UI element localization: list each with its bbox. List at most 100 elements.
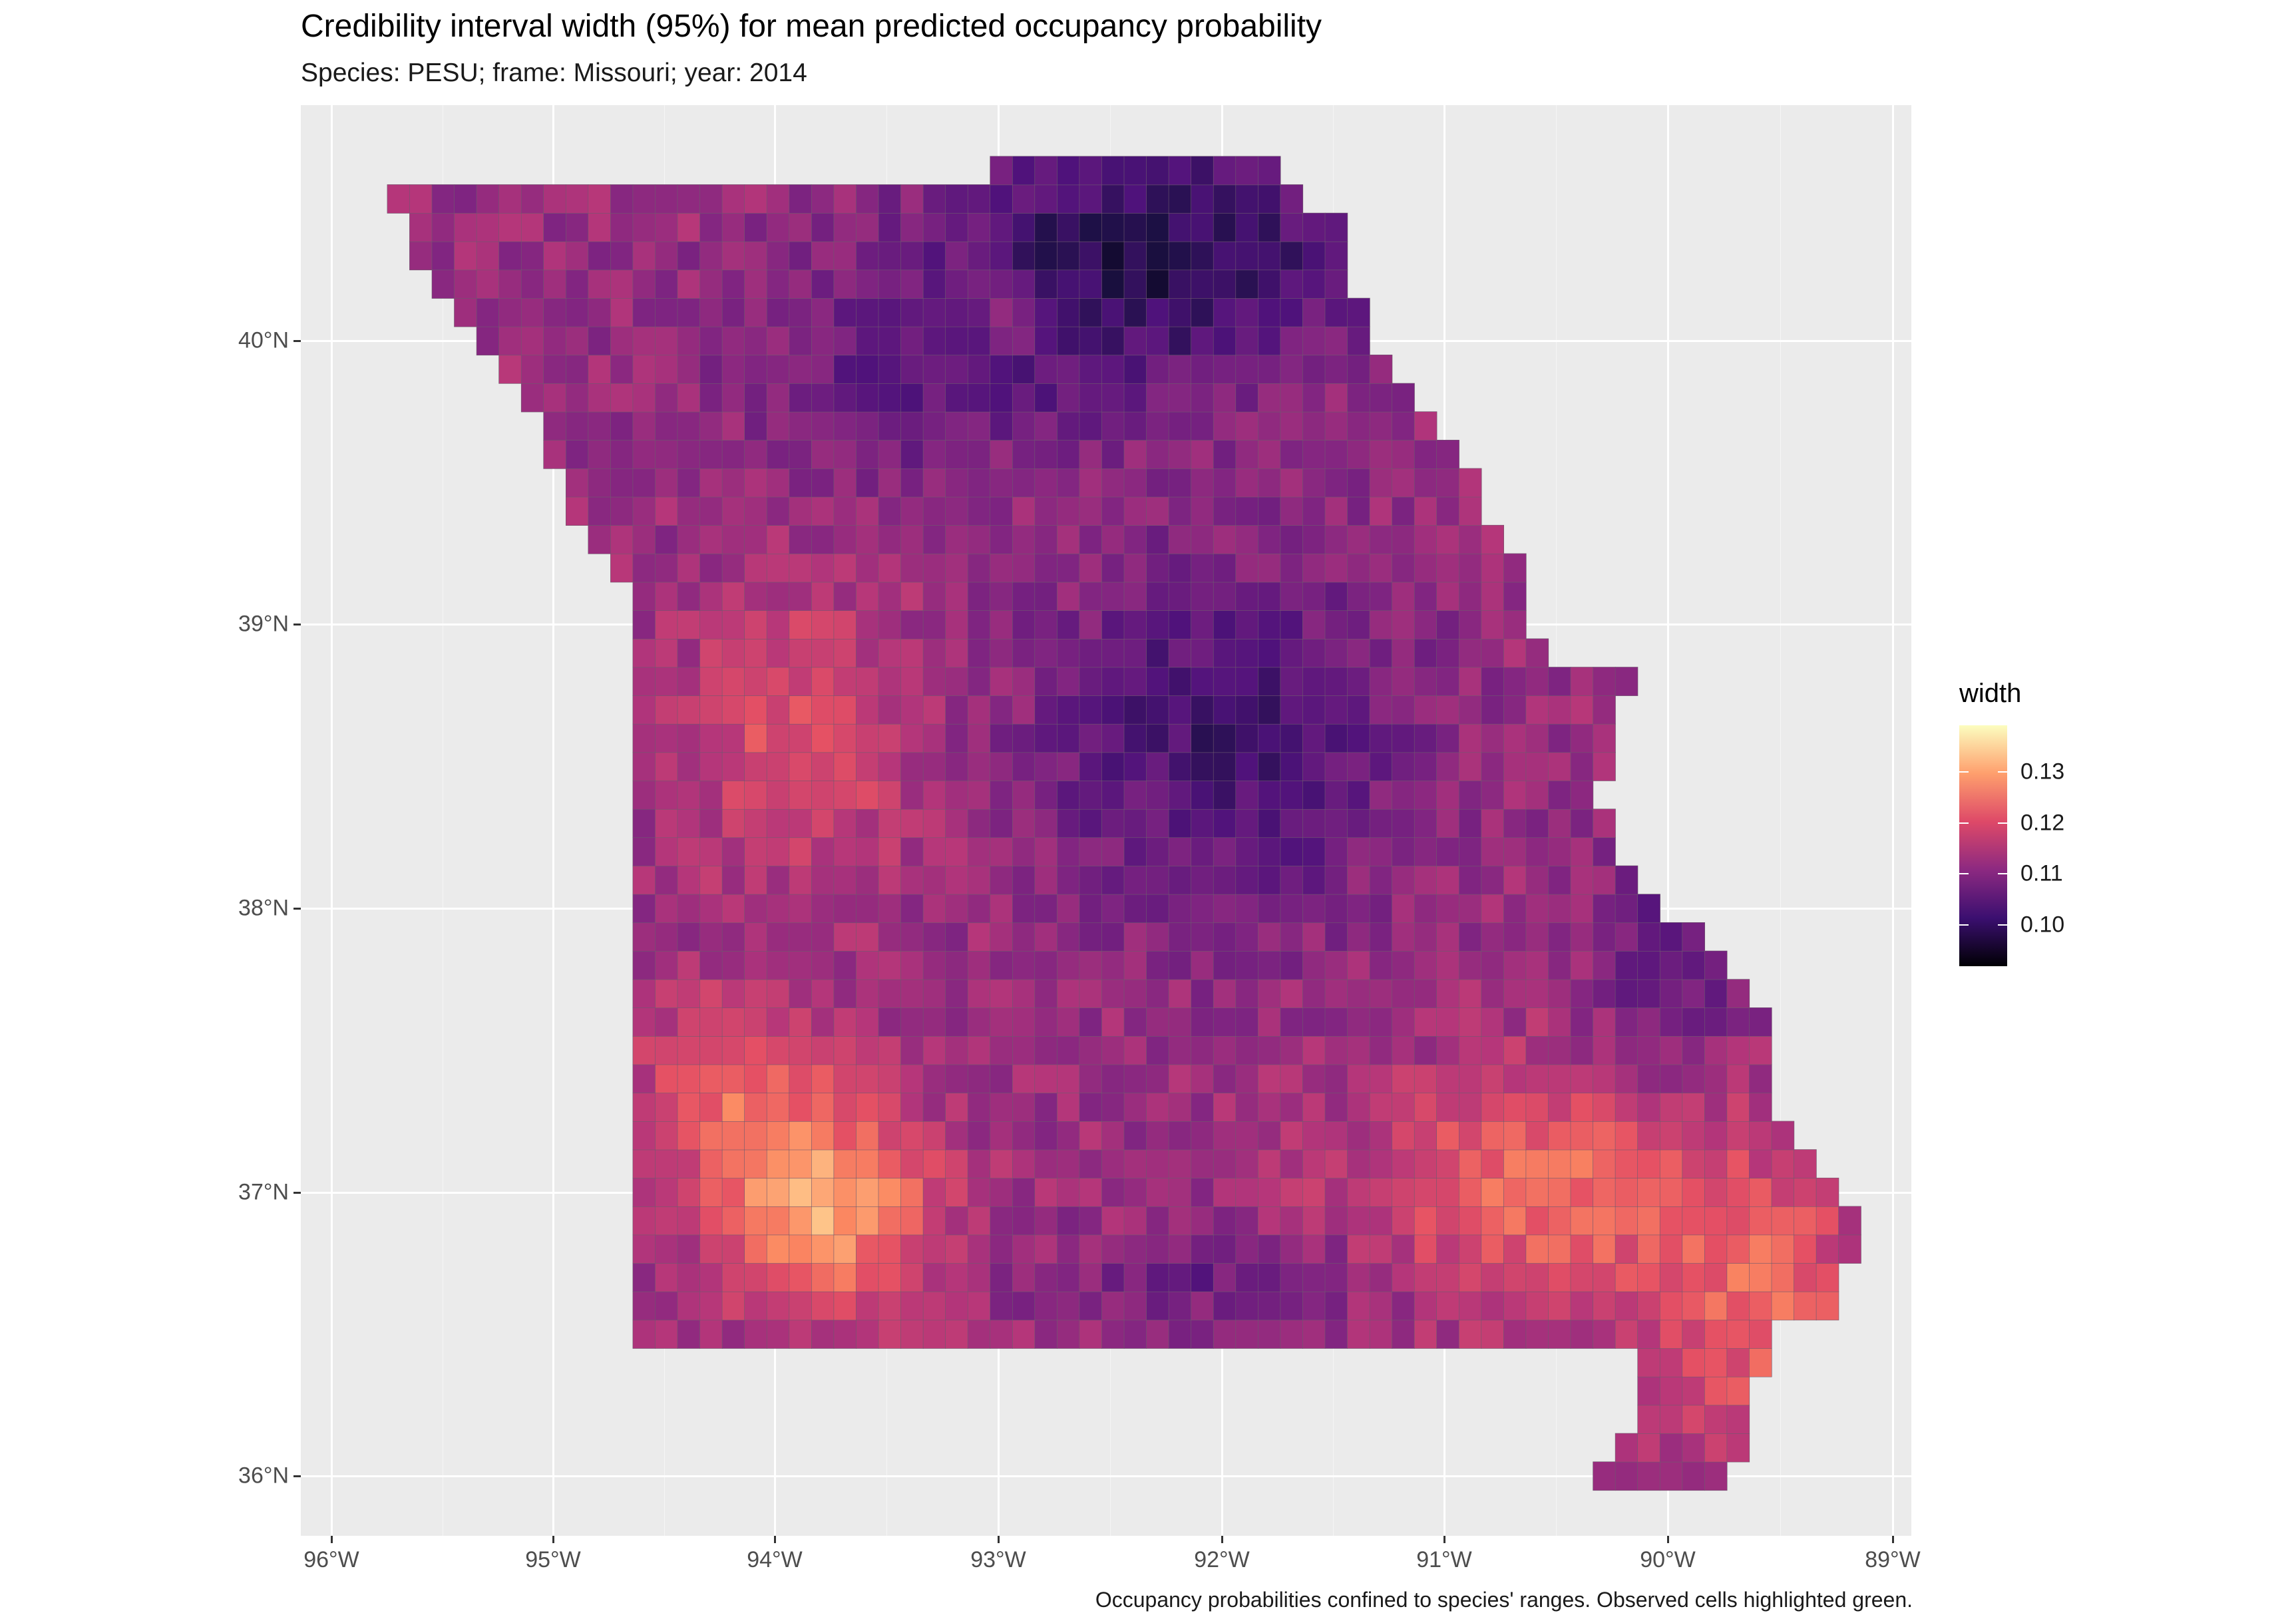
grid-cell (1369, 1320, 1393, 1349)
grid-cell (856, 582, 879, 611)
grid-cell (1324, 752, 1348, 781)
grid-cell (1436, 837, 1459, 866)
grid-cell (632, 780, 656, 810)
grid-cell (1414, 1262, 1437, 1292)
grid-cell (811, 582, 835, 611)
grid-cell (766, 297, 790, 327)
grid-cell (833, 1092, 857, 1122)
grid-cell (1213, 865, 1237, 895)
grid-cell (945, 411, 968, 441)
grid-cell (1034, 695, 1058, 725)
grid-cell (878, 1064, 902, 1093)
grid-cell (1593, 865, 1616, 895)
grid-cell (900, 723, 924, 753)
grid-cell (1146, 269, 1169, 299)
grid-cell (632, 1064, 656, 1093)
grid-cell (1302, 950, 1326, 980)
grid-cell (1637, 1234, 1660, 1264)
grid-cell (1057, 496, 1080, 526)
grid-cell (1012, 610, 1036, 639)
grid-cell (632, 723, 656, 753)
grid-cell (990, 1262, 1013, 1292)
grid-cell (588, 411, 611, 441)
grid-cell (766, 922, 790, 952)
grid-cell (1369, 1262, 1393, 1292)
grid-cell (1146, 1121, 1169, 1151)
grid-cell (1168, 1064, 1192, 1093)
grid-cell (1481, 1007, 1505, 1037)
grid-cell (1191, 468, 1214, 498)
grid-cell (856, 354, 879, 384)
grid-cell (1347, 1234, 1370, 1264)
grid-cell (655, 354, 678, 384)
grid-cell (1324, 439, 1348, 469)
grid-cell (1012, 1177, 1036, 1207)
grid-cell (1615, 1064, 1638, 1093)
grid-cell (1347, 1035, 1370, 1065)
grid-cell (543, 383, 566, 413)
grid-cell (1525, 695, 1549, 725)
legend-colorbar (1959, 725, 2007, 966)
grid-cell (1347, 468, 1370, 498)
grid-cell (744, 610, 767, 639)
grid-cell (1123, 979, 1147, 1008)
grid-cell (565, 468, 589, 498)
grid-cell (878, 1262, 902, 1292)
grid-cell (900, 667, 924, 696)
grid-cell (1704, 950, 1728, 980)
grid-cell (1615, 1035, 1638, 1065)
grid-cell (967, 1320, 991, 1349)
grid-cell (1302, 752, 1326, 781)
grid-cell (1123, 1121, 1147, 1151)
grid-cell (1347, 1092, 1370, 1122)
grid-cell (967, 1092, 991, 1122)
grid-cell (922, 1291, 946, 1321)
grid-cell (1637, 979, 1660, 1008)
grid-cell (721, 865, 745, 895)
grid-cell (1123, 1206, 1147, 1236)
grid-cell (1101, 610, 1125, 639)
grid-cell (1146, 326, 1169, 356)
grid-cell (878, 1291, 902, 1321)
grid-cell (1615, 865, 1638, 895)
grid-cell (766, 1007, 790, 1037)
grid-cell (1548, 1007, 1571, 1037)
grid-cell (699, 553, 723, 583)
grid-cell (878, 865, 902, 895)
grid-cell (1749, 1035, 1772, 1065)
grid-cell (1123, 326, 1147, 356)
grid-cell (632, 1035, 656, 1065)
grid-cell (1258, 156, 1281, 186)
grid-cell (1347, 638, 1370, 668)
grid-cell (990, 1291, 1013, 1321)
grid-cell (1659, 1262, 1683, 1292)
grid-cell (1168, 1007, 1192, 1037)
grid-cell (856, 439, 879, 469)
grid-cell (1123, 1092, 1147, 1122)
grid-cell (990, 837, 1013, 866)
grid-cell (1258, 269, 1281, 299)
grid-cell (1012, 212, 1036, 242)
grid-cell (856, 1092, 879, 1122)
grid-cell (1481, 1291, 1505, 1321)
grid-cell (878, 894, 902, 924)
grid-cell (1436, 894, 1459, 924)
grid-cell (1414, 1234, 1437, 1264)
grid-cell (789, 297, 812, 327)
grid-cell (1369, 1177, 1393, 1207)
grid-cell (811, 1007, 835, 1037)
grid-cell (1392, 411, 1415, 441)
grid-cell (789, 808, 812, 838)
grid-cell (789, 326, 812, 356)
grid-cell (721, 1007, 745, 1037)
grid-cell (878, 184, 902, 214)
grid-cell (1481, 1206, 1505, 1236)
grid-cell (1548, 1064, 1571, 1093)
grid-cell (1302, 695, 1326, 725)
grid-cell (1570, 979, 1594, 1008)
grid-cell (1436, 723, 1459, 753)
grid-cell (677, 667, 701, 696)
grid-cell (1436, 468, 1459, 498)
grid-cell (721, 1234, 745, 1264)
grid-cell (1347, 1206, 1370, 1236)
